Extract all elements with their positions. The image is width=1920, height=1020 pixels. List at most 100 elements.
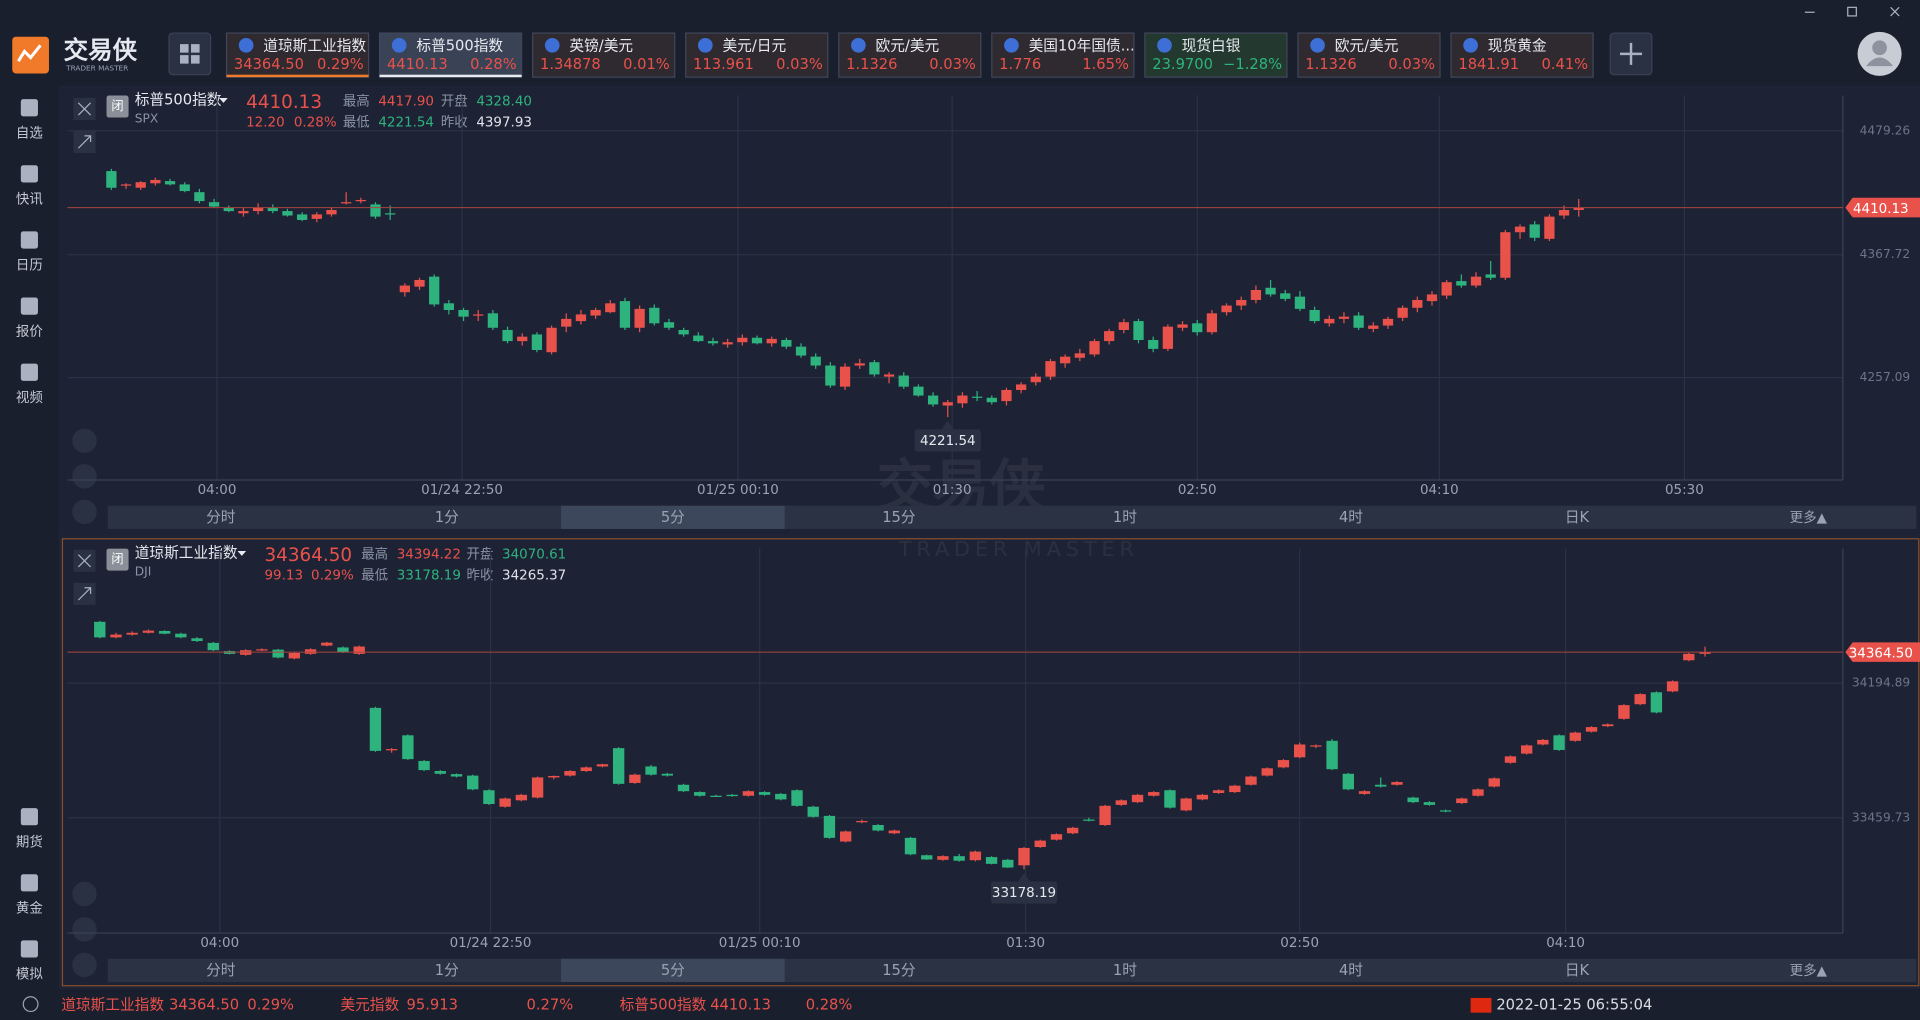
restore-button[interactable] <box>1847 6 1857 17</box>
candle-body <box>904 837 917 855</box>
dropdown-icon[interactable] <box>237 551 247 556</box>
candle-body <box>369 707 382 751</box>
candle-body <box>1015 384 1027 390</box>
candle-body <box>1470 276 1482 286</box>
status-bar <box>0 989 1920 1020</box>
ticker-name: 标普500指数 <box>416 38 503 55</box>
timeframe-button[interactable]: 1时 <box>1113 509 1137 526</box>
candle-body <box>839 366 851 387</box>
watermark-sub: TRADER MASTER <box>898 537 1139 561</box>
candle-body <box>1397 307 1408 318</box>
close-window-button[interactable] <box>1890 6 1900 17</box>
drawing-tool-button[interactable] <box>72 917 97 942</box>
dropdown-icon[interactable] <box>219 97 228 103</box>
candle-body <box>1472 789 1484 796</box>
support-icon[interactable] <box>22 996 39 1013</box>
status-change: 0.29% <box>247 996 294 1013</box>
timeframe-button[interactable]: 4时 <box>1339 509 1363 526</box>
sidebar-icon[interactable] <box>20 874 38 892</box>
candle-body <box>1558 209 1570 216</box>
candle-body <box>1439 810 1452 812</box>
ticker-change: 0.03% <box>1388 56 1435 73</box>
sidebar-label[interactable]: 自选 <box>16 125 43 141</box>
instrument-name[interactable]: 道琼斯工业指数 <box>135 544 238 561</box>
timeframe-button[interactable]: 4时 <box>1339 962 1363 979</box>
drawing-tool-button[interactable] <box>72 881 97 907</box>
x-tick-label: 01/25 00:10 <box>719 936 801 951</box>
drawing-tool-button[interactable] <box>72 428 97 454</box>
stat-label: 开盘 <box>441 93 468 110</box>
candle-body <box>856 821 868 823</box>
sidebar-icon[interactable] <box>20 363 38 381</box>
candle-body <box>927 395 939 405</box>
sidebar-label[interactable]: 快讯 <box>16 192 43 208</box>
candle-body <box>499 798 511 807</box>
ticker-icon <box>1157 37 1172 53</box>
sidebar-label[interactable]: 视频 <box>16 390 43 406</box>
sidebar-icon[interactable] <box>20 940 38 958</box>
candle-body <box>126 632 138 635</box>
drawing-tool-button[interactable] <box>72 499 97 525</box>
stat-value: 34394.22 <box>397 548 461 563</box>
candle-body <box>942 402 953 406</box>
candle-body <box>179 184 190 192</box>
candle-body <box>694 792 706 796</box>
more-button[interactable]: 更多▲ <box>1790 509 1828 526</box>
timeframe-button[interactable]: 日K <box>1565 962 1590 979</box>
sidebar-icon[interactable] <box>20 231 38 249</box>
sidebar-icon[interactable] <box>20 99 38 117</box>
candle-body <box>1180 798 1192 811</box>
status-badge-text: 闭 <box>111 99 123 113</box>
sidebar-icon[interactable] <box>20 297 38 315</box>
sidebar-label[interactable]: 报价 <box>16 324 43 340</box>
ticker-price: 1.34878 <box>540 56 601 73</box>
candle-body <box>726 794 738 797</box>
candle-body <box>191 638 203 642</box>
timeframe-button[interactable]: 1分 <box>435 509 459 526</box>
candle-body <box>515 794 528 801</box>
candle-body <box>1118 322 1129 330</box>
timeframe-button[interactable]: 分时 <box>206 509 236 526</box>
candle-body <box>164 181 176 185</box>
ticker-name: 现货白银 <box>1182 38 1241 55</box>
price-change: 12.20 <box>246 115 285 130</box>
timeframe-button[interactable]: 15分 <box>882 962 916 979</box>
sidebar-icon[interactable] <box>20 808 38 826</box>
instrument-name[interactable]: 标普500指数 <box>135 91 222 108</box>
timeframe-button[interactable]: 1时 <box>1113 962 1137 979</box>
logo-text: 交易侠 <box>64 35 138 64</box>
timeframe-button[interactable]: 分时 <box>206 962 236 979</box>
timeframe-button[interactable]: 5分 <box>661 509 685 526</box>
sidebar-label[interactable]: 黄金 <box>16 901 43 917</box>
candle-body <box>596 764 609 767</box>
timeframe-button[interactable]: 日K <box>1565 509 1590 526</box>
candle-body <box>693 335 704 342</box>
drawing-tool-button[interactable] <box>72 464 97 489</box>
more-button[interactable]: 更多▲ <box>1790 962 1828 979</box>
drawing-tool-button[interactable] <box>72 952 97 978</box>
candle-body <box>1131 794 1144 803</box>
sidebar-label[interactable]: 期货 <box>16 833 43 850</box>
ticker-change: 0.03% <box>929 56 976 73</box>
ticker-price: 113.961 <box>693 56 754 73</box>
candle-body <box>1045 361 1056 377</box>
ticker-underline <box>226 74 369 78</box>
expand-icon <box>77 587 92 601</box>
sidebar-label[interactable]: 日历 <box>16 259 43 274</box>
sidebar-icon[interactable] <box>20 165 38 183</box>
timeframe-button[interactable]: 15分 <box>882 509 916 526</box>
ticker-name: 美国10年国债... <box>1029 38 1135 55</box>
layout-button[interactable] <box>168 32 212 76</box>
timeframe-button[interactable]: 1分 <box>435 962 459 979</box>
candle-body <box>888 830 900 834</box>
sidebar-label[interactable]: 模拟 <box>16 967 43 983</box>
candle-body <box>434 771 446 774</box>
candle-body <box>722 342 733 345</box>
candle-body <box>937 856 949 860</box>
candle-body <box>921 855 933 860</box>
candle-body <box>1060 356 1071 364</box>
timeframe-button[interactable]: 5分 <box>661 962 685 979</box>
ticker-price: 1.1326 <box>1305 56 1356 73</box>
ticker-name: 欧元/美元 <box>1335 38 1399 55</box>
candle-body <box>1310 745 1322 747</box>
